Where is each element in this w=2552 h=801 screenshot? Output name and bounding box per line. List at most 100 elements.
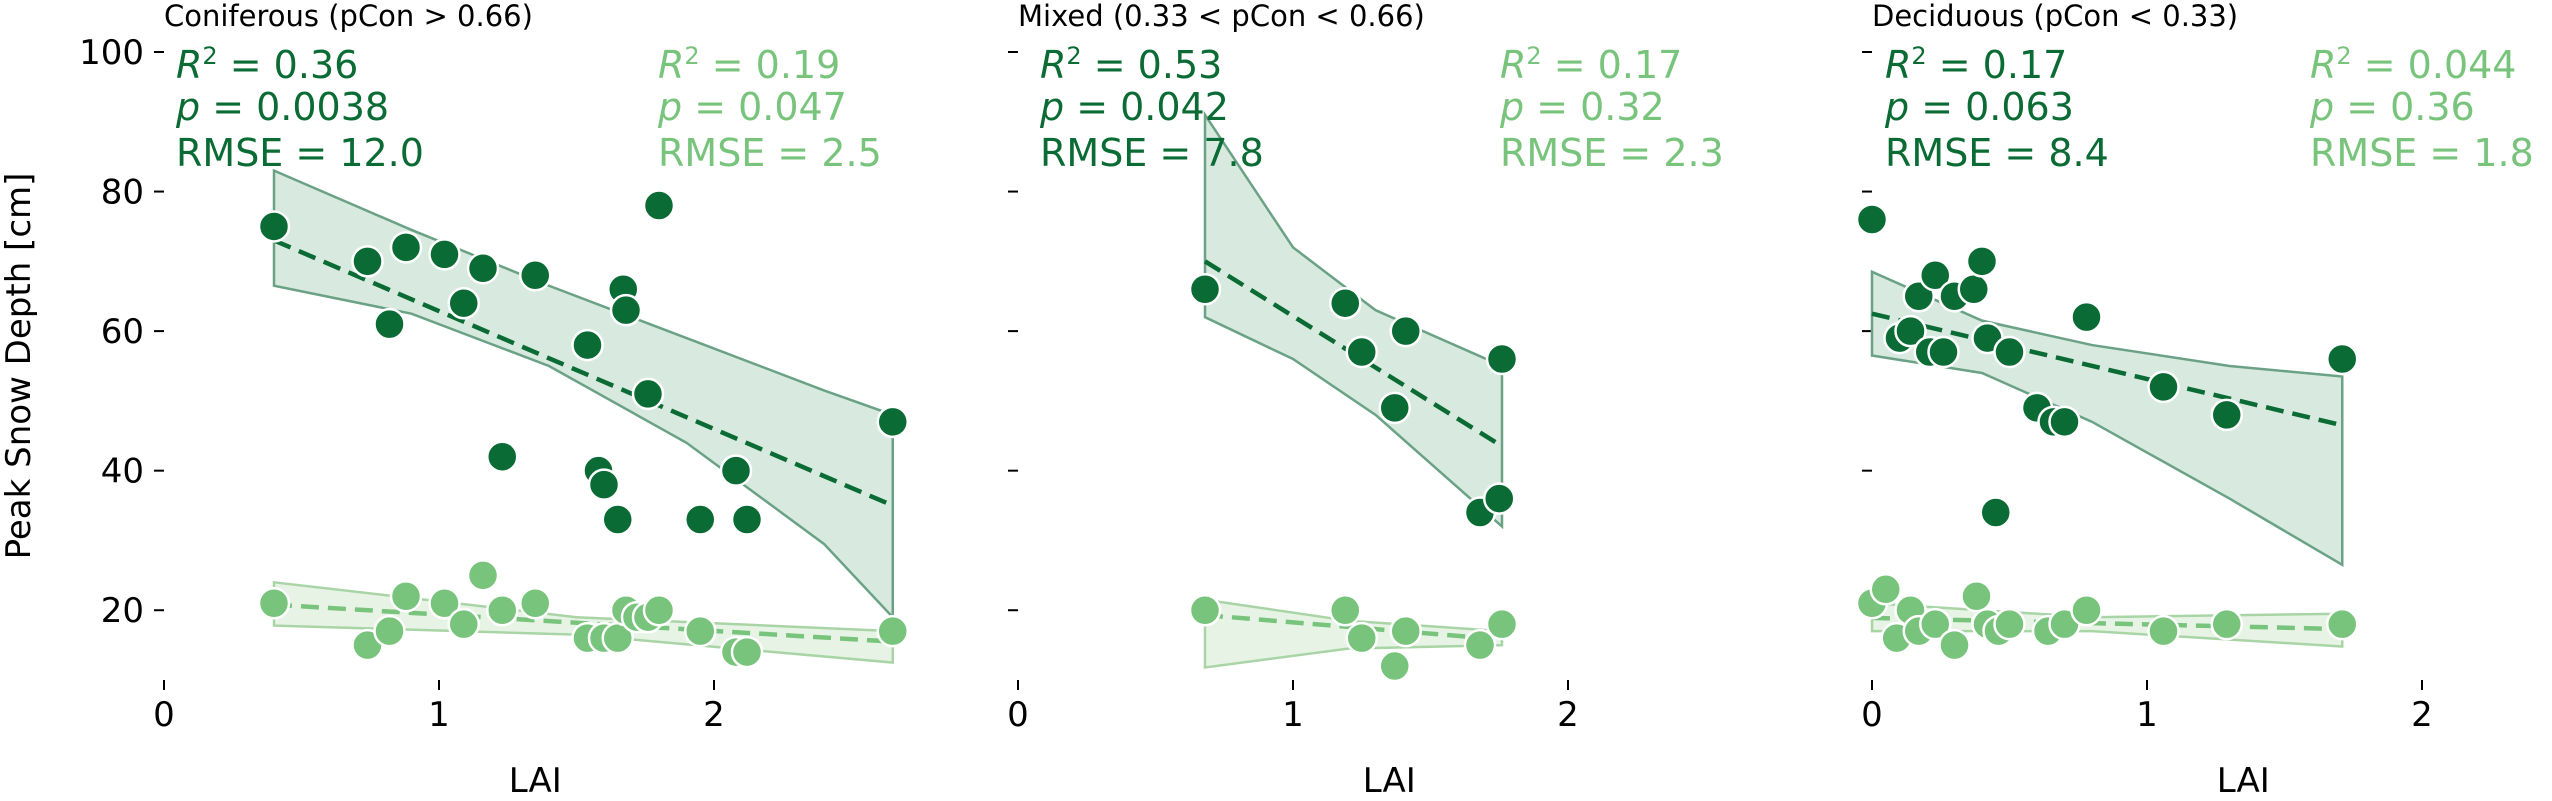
y-axis [1008, 51, 1018, 612]
data-point [466, 252, 500, 285]
data-point [2326, 342, 2359, 376]
data-point [257, 586, 291, 620]
data-point [719, 454, 753, 487]
y-tick-label: 20 [101, 591, 144, 631]
data-point [466, 559, 500, 592]
panel-title: Coniferous (pCon > 0.66) [164, 0, 533, 33]
data-point [642, 189, 676, 222]
data-point [1919, 259, 1952, 292]
data-point [1927, 335, 1960, 369]
data-point [1463, 628, 1497, 662]
data-point [373, 614, 406, 648]
data-point [2326, 607, 2359, 641]
data-point [684, 614, 717, 648]
data-point [2048, 405, 2081, 439]
rmse-value: RMSE = 2.3 [1500, 131, 1724, 175]
regression-line [273, 238, 894, 508]
y-tick-label: 60 [101, 312, 144, 352]
data-point [389, 231, 423, 264]
data-point [1979, 496, 2012, 529]
p-value: p = 0.063 [1884, 85, 2074, 129]
r2-value: R2 = 0.17 [1500, 42, 1682, 87]
data-point [428, 586, 461, 620]
data-point [587, 468, 621, 501]
data-point [1485, 342, 1519, 376]
regression-line [1871, 615, 2343, 632]
data-point [257, 210, 291, 243]
data-point [486, 440, 519, 473]
rmse-value: RMSE = 7.8 [1040, 131, 1264, 175]
data-point [684, 503, 717, 536]
confidence-band [1870, 269, 2344, 568]
data-point [1378, 649, 1411, 683]
p-value: p = 0.042 [1039, 85, 1229, 129]
x-tick-label: 0 [1007, 695, 1029, 735]
y-axis [1862, 51, 1872, 612]
rmse-value: RMSE = 1.8 [2310, 131, 2534, 175]
data-point [1345, 621, 1378, 655]
x-tick-label: 2 [1557, 695, 1579, 735]
y-tick-label: 80 [101, 173, 144, 213]
x-tick-label: 1 [428, 695, 450, 735]
panel-title: Mixed (0.33 < pCon < 0.66) [1018, 0, 1425, 33]
data-point [876, 405, 909, 439]
data-point [609, 293, 643, 327]
r2-value: R2 = 0.53 [1040, 42, 1222, 87]
data-point [1188, 272, 1222, 306]
data-point [1485, 607, 1519, 641]
y-tick-label: 100 [79, 33, 144, 73]
data-point [876, 614, 909, 648]
data-point [447, 607, 480, 641]
data-point [389, 580, 423, 613]
p-value: p = 0.047 [657, 85, 847, 129]
data-point [601, 503, 634, 536]
data-point [486, 593, 519, 627]
y-tick-label: 40 [101, 452, 144, 492]
p-value: p = 0.32 [1499, 85, 1665, 129]
data-point [1329, 286, 1362, 320]
data-point [2210, 607, 2243, 641]
confidence-band [1203, 110, 1504, 530]
data-point [1389, 614, 1422, 648]
data-point [1329, 593, 1362, 627]
rmse-value: RMSE = 2.5 [658, 131, 882, 175]
panel-1: Coniferous (pCon > 0.66) 0 1 2 LAI 20 40 60 80 10… [79, 0, 909, 801]
data-point [1894, 314, 1927, 348]
rmse-value: RMSE = 12.0 [176, 131, 424, 175]
x-axis-label: LAI [2217, 761, 2270, 801]
data-point [1378, 391, 1411, 425]
data-point [571, 328, 604, 362]
x-tick-label: 0 [1861, 695, 1883, 735]
x-axis: 0 1 2 LAI [1007, 680, 1579, 801]
confidence-band [272, 168, 894, 621]
data-point [2147, 614, 2180, 648]
x-tick-label: 0 [153, 695, 175, 735]
data-point [1993, 607, 2026, 641]
data-point [642, 593, 676, 627]
data-point [428, 238, 461, 271]
rmse-value: RMSE = 8.4 [1885, 131, 2109, 175]
data-point [2147, 370, 2180, 404]
data-point [730, 635, 764, 669]
data-point [631, 377, 665, 411]
x-axis-label: LAI [509, 761, 562, 801]
data-point [1345, 335, 1378, 369]
r2-value: R2 = 0.36 [176, 42, 358, 87]
data-point [1389, 314, 1422, 348]
x-tick-label: 2 [703, 695, 725, 735]
panel-title: Deciduous (pCon < 0.33) [1872, 0, 2238, 33]
data-point [730, 503, 764, 536]
x-axis-label: LAI [1363, 761, 1416, 801]
data-point [1993, 335, 2026, 369]
